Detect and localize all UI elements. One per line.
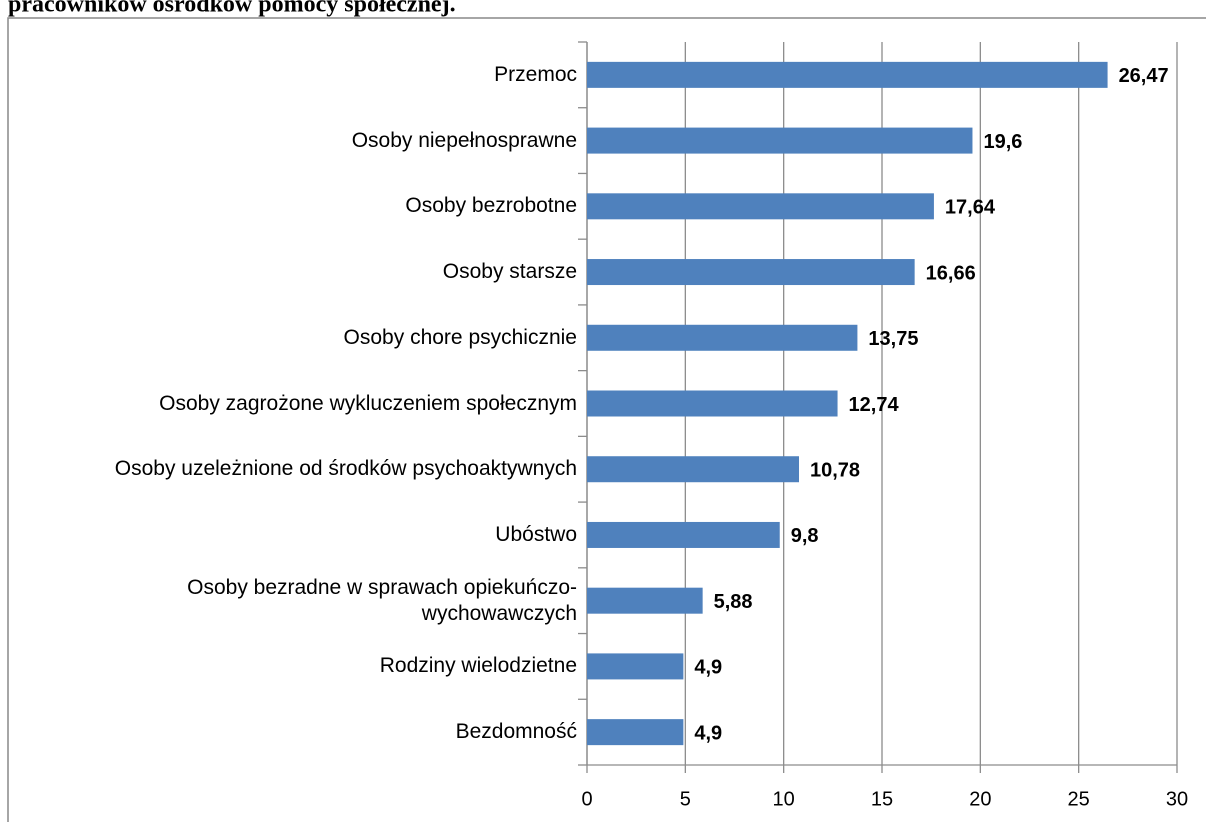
x-tick-label: 20 bbox=[969, 788, 991, 810]
data-label: 16,66 bbox=[926, 262, 976, 284]
x-tick-label: 10 bbox=[773, 788, 795, 810]
bar bbox=[587, 61, 1108, 88]
category-label: Przemoc bbox=[494, 62, 577, 86]
bar bbox=[587, 719, 684, 746]
category-label: Rodziny wielodzietne bbox=[379, 654, 577, 678]
x-tick-label: 0 bbox=[581, 788, 592, 810]
category-label: Osoby uzeleżnione od środków psychoaktyw… bbox=[114, 457, 577, 481]
bar bbox=[587, 390, 838, 417]
x-tick-label: 15 bbox=[871, 788, 893, 810]
category-label: Osoby bezradne w sprawach opiekuńczo-wyc… bbox=[187, 575, 577, 625]
bar bbox=[587, 456, 800, 483]
category-label: Osoby starsze bbox=[442, 260, 577, 284]
data-label: 26,47 bbox=[1119, 65, 1169, 87]
data-label: 4,9 bbox=[694, 722, 722, 744]
bar bbox=[587, 324, 858, 351]
data-label: 17,64 bbox=[945, 197, 996, 219]
category-label: Osoby bezrobotne bbox=[405, 194, 577, 218]
bar bbox=[587, 653, 684, 680]
bar bbox=[587, 521, 780, 548]
chart-frame bbox=[7, 17, 1206, 822]
category-label: Osoby niepełnosprawne bbox=[351, 128, 577, 152]
data-label: 19,6 bbox=[983, 131, 1022, 153]
category-label: Ubóstwo bbox=[495, 522, 577, 546]
data-label: 5,88 bbox=[714, 591, 753, 613]
data-label: 13,75 bbox=[868, 328, 918, 350]
bar bbox=[587, 587, 703, 614]
category-label: Bezdomność bbox=[455, 720, 577, 744]
bar bbox=[587, 193, 934, 220]
data-label: 9,8 bbox=[791, 525, 819, 547]
bar bbox=[587, 127, 973, 154]
chart-title: pracowników ośrodków pomocy społecznej. bbox=[8, 0, 456, 18]
data-label: 10,78 bbox=[810, 460, 860, 482]
data-label: 12,74 bbox=[849, 394, 900, 416]
category-label: Osoby chore psychicznie bbox=[343, 325, 577, 349]
bar bbox=[587, 259, 915, 286]
x-tick-label: 5 bbox=[680, 788, 691, 810]
category-label: Osoby zagrożone wykluczeniem społecznym bbox=[159, 391, 577, 415]
x-tick-label: 30 bbox=[1166, 788, 1188, 810]
x-tick-label: 25 bbox=[1068, 788, 1090, 810]
data-label: 4,9 bbox=[694, 657, 722, 679]
